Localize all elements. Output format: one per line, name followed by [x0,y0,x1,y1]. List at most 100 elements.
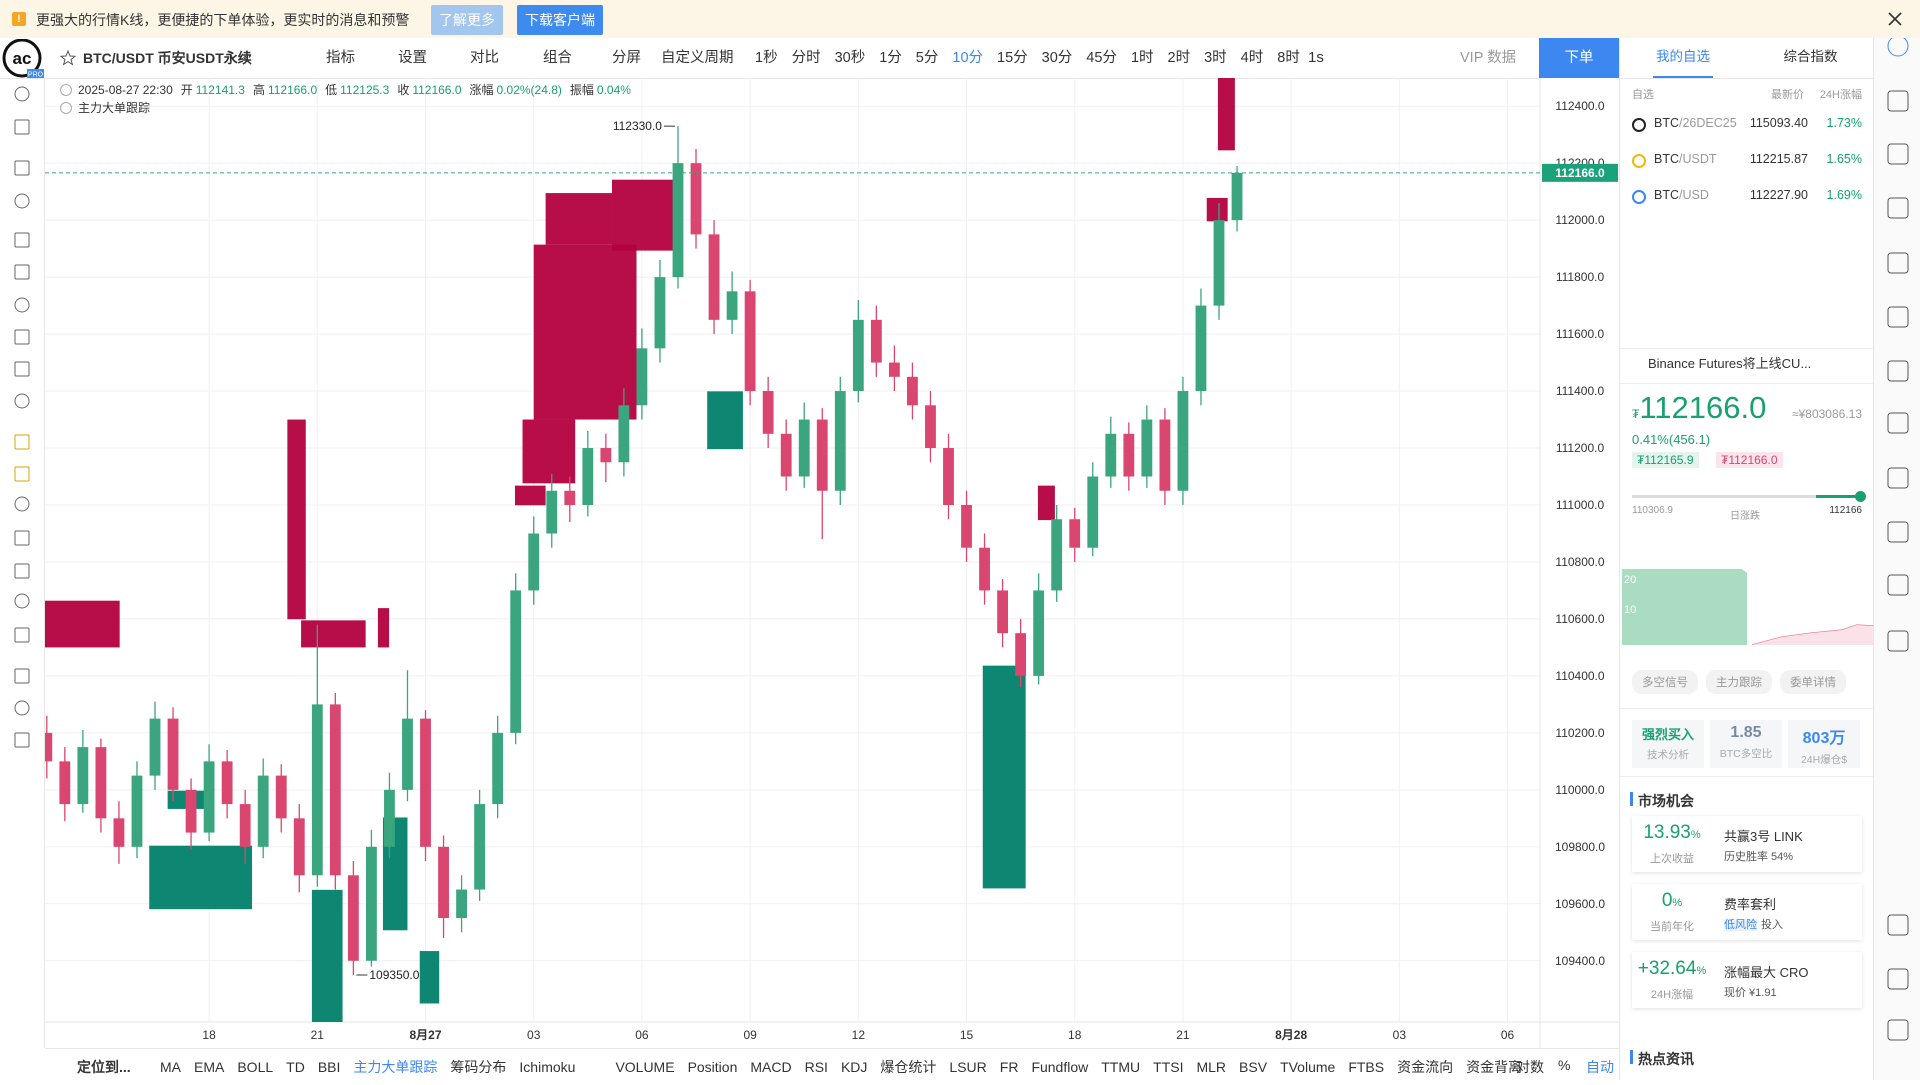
panel-tab[interactable]: 我的自选 [1653,38,1713,78]
indicator-button[interactable]: 资金流向 [1397,1059,1454,1075]
app-icon[interactable] [1887,197,1909,219]
indicator-button[interactable]: TTSI [1153,1059,1184,1075]
tool-icon[interactable] [14,732,30,748]
app-icon[interactable] [1887,90,1909,112]
indicator-button[interactable]: MACD [750,1059,792,1075]
period-button[interactable]: 5分 [915,50,939,66]
period-button[interactable]: 30分 [1041,50,1073,66]
app-icon[interactable] [1887,574,1909,596]
signal-tab[interactable]: 主力跟踪 [1706,670,1772,694]
app-icon[interactable] [1887,252,1909,274]
auto-toggle[interactable]: 自动 [1586,1059,1614,1075]
app-icon[interactable] [1887,143,1909,165]
app-icon[interactable] [1887,914,1909,936]
indicator-button[interactable]: FTBS [1348,1059,1385,1075]
compare-button[interactable]: 对比 [470,50,499,66]
tool-icon[interactable] [14,496,30,512]
tool-icon[interactable] [14,434,30,450]
notice[interactable]: Binance Futures将上线CU... [1648,356,1812,371]
second-button[interactable]: 1s [1308,49,1324,66]
period-button[interactable]: 4时 [1240,50,1264,66]
combine-button[interactable]: 组合 [543,50,572,66]
indicator-button[interactable]: KDJ [840,1059,868,1075]
indicator-button[interactable]: TD [286,1059,305,1075]
app-icon[interactable] [1887,412,1909,434]
period-button[interactable]: 10分 [952,50,984,66]
eye-icon[interactable] [60,101,72,114]
settings-button[interactable]: 设置 [398,50,427,66]
tool-icon[interactable] [14,329,30,345]
period-button[interactable]: 3时 [1204,50,1227,66]
tool-icon[interactable] [14,593,30,609]
indicator-button[interactable]: RSI [804,1059,828,1075]
tool-icon[interactable] [14,86,30,102]
period-button[interactable]: 45分 [1086,50,1117,66]
indicator-button[interactable]: FR [999,1059,1019,1075]
app-icon[interactable] [1887,306,1909,328]
tool-icon[interactable] [14,119,30,135]
tool-icon[interactable] [14,466,30,482]
indicator-button[interactable]: BSV [1239,1059,1268,1075]
market-card[interactable]: +32.64% 24H涨幅 涨幅最大 CRO 现价 ¥1.91 [1632,952,1862,1008]
tool-icon[interactable] [14,700,30,716]
panel-tab[interactable]: 综合指数 [1783,49,1838,64]
period-button[interactable]: 1分 [879,50,902,66]
watchlist-symbol[interactable]: BTC/USD [1654,188,1709,202]
tool-icon[interactable] [14,264,30,280]
symbol[interactable]: BTC/USDT 币安USDT永续 [83,50,252,66]
download-button[interactable]: 下载客户端 [517,5,603,35]
vip-data[interactable]: VIP 数据 [1460,50,1517,66]
indicator-button[interactable]: MA [160,1059,181,1075]
signal-tab[interactable]: 委单详情 [1780,670,1846,694]
period-button[interactable]: 1秒 [755,50,778,66]
period-button[interactable]: 8时 [1277,50,1300,66]
tool-icon[interactable] [14,160,30,176]
indicator-button[interactable]: 资金背离 [1466,1059,1523,1075]
period-button[interactable]: 15分 [997,50,1028,66]
indicator-button[interactable]: Fundflow [1031,1059,1089,1075]
app-icon[interactable] [1887,1019,1909,1041]
order-button[interactable]: 下单 [1539,38,1619,78]
tool-icon[interactable] [14,563,30,579]
indicators-button[interactable]: 指标 [326,50,355,66]
indicator-button[interactable]: 主力大单跟踪 [353,1059,438,1075]
period-button[interactable]: 分时 [791,50,821,66]
tool-icon[interactable] [14,530,30,546]
tool-icon[interactable] [14,393,30,409]
tool-icon[interactable] [14,193,30,209]
log-toggle[interactable]: 对数 [1516,1059,1544,1075]
period-button[interactable]: 30秒 [834,50,866,66]
indicator-button[interactable]: BBI [317,1059,341,1075]
learn-more-button[interactable]: 了解更多 [431,5,503,35]
market-card[interactable]: 13.93% 上次收益 共赢3号 LINK 历史胜率 54% [1632,816,1862,872]
market-card[interactable]: 0% 当前年化 费率套利 低风险 投入 [1632,884,1862,940]
app-icon[interactable] [1887,360,1909,382]
tool-icon[interactable] [14,297,30,313]
indicator-button[interactable]: 筹码分布 [450,1059,507,1075]
watchlist-symbol[interactable]: BTC/USDT [1654,152,1717,166]
indicator-button[interactable]: LSUR [949,1059,987,1075]
period-button[interactable]: 1时 [1130,50,1154,66]
app-icon[interactable] [1887,521,1909,543]
indicator-button[interactable]: EMA [194,1059,225,1075]
app-icon[interactable] [1887,630,1909,652]
period-button[interactable]: 2时 [1167,50,1191,66]
indicator-button[interactable]: 爆仓统计 [880,1059,937,1075]
eye-icon[interactable] [60,83,72,96]
app-icon[interactable] [1887,35,1909,57]
tool-icon[interactable] [14,627,30,643]
locate-button[interactable]: 定位到... [77,1059,131,1075]
indicator-button[interactable]: BOLL [237,1059,274,1075]
watchlist-symbol[interactable]: BTC/26DEC25 [1654,116,1737,130]
indicator-button[interactable]: Position [687,1059,738,1075]
tool-icon[interactable] [14,668,30,684]
app-icon[interactable] [1887,968,1909,990]
tool-icon[interactable] [14,361,30,377]
indicator-button[interactable]: VOLUME [615,1059,675,1075]
indicator-button[interactable]: MLR [1196,1059,1227,1075]
indicator-button[interactable]: Ichimoku [519,1059,576,1075]
percent-toggle[interactable]: % [1558,1057,1571,1073]
custom-period[interactable]: 自定义周期 [661,50,734,66]
indicator-button[interactable]: TVolume [1280,1059,1336,1075]
close-icon[interactable] [1888,12,1902,26]
